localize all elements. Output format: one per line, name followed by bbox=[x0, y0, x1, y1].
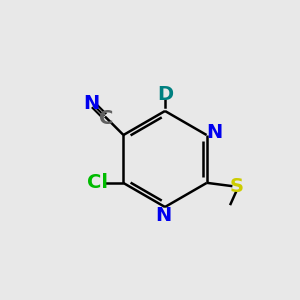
Text: Cl: Cl bbox=[87, 173, 108, 193]
Text: C: C bbox=[99, 109, 114, 128]
Text: S: S bbox=[230, 176, 244, 196]
Text: D: D bbox=[157, 85, 173, 104]
Text: N: N bbox=[206, 123, 222, 142]
Text: N: N bbox=[83, 94, 100, 112]
Text: N: N bbox=[155, 206, 172, 225]
